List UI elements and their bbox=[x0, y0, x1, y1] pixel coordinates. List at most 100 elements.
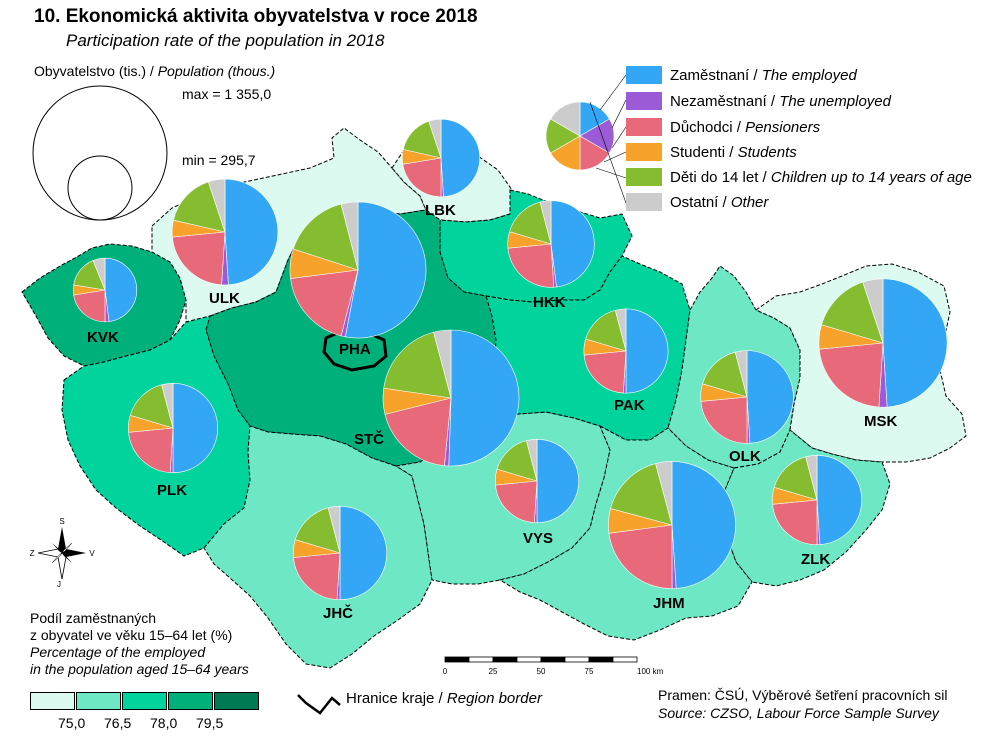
pie-KVK[interactable] bbox=[72, 257, 138, 323]
pie-ZLK[interactable] bbox=[772, 455, 862, 545]
border-legend-en: Region border bbox=[446, 690, 542, 707]
compass-w: Z bbox=[30, 549, 35, 558]
share-break: 79,5 bbox=[196, 715, 224, 731]
legend-label-cz: Důchodci bbox=[670, 118, 733, 136]
legend-label-en: Other bbox=[730, 193, 769, 211]
pie-slice bbox=[583, 350, 627, 394]
pie-ULK[interactable] bbox=[171, 178, 279, 286]
pie-slice bbox=[507, 243, 555, 288]
share-legend-line1: Podíl zaměstnaných bbox=[30, 610, 157, 626]
pie-slice bbox=[294, 507, 341, 554]
legend-item-students: Studenti / Students bbox=[626, 141, 797, 163]
share-legend-text: Podíl zaměstnaných z obyvatel ve věku 15… bbox=[30, 610, 249, 678]
pie-VYS[interactable] bbox=[494, 438, 579, 524]
scale-bar-tick: 100 km bbox=[637, 667, 664, 676]
pie-JHČ[interactable] bbox=[292, 505, 388, 601]
pie-JHM[interactable] bbox=[608, 461, 736, 589]
region-label: ULK bbox=[209, 290, 240, 307]
pie-PAK[interactable] bbox=[583, 308, 669, 394]
pie-PLK[interactable] bbox=[128, 383, 218, 473]
share-bin bbox=[122, 692, 167, 710]
scale-bar-segment bbox=[540, 656, 566, 663]
region-label: OLK bbox=[729, 448, 761, 465]
pie-slice bbox=[509, 201, 552, 245]
pop-legend-max-circle bbox=[32, 85, 168, 221]
pie-MSK[interactable] bbox=[818, 278, 948, 408]
pie-slice bbox=[734, 350, 748, 398]
compass-n: S bbox=[59, 517, 64, 526]
legend-label-en: Pensioners bbox=[745, 118, 821, 136]
legend-leader-line bbox=[603, 151, 627, 163]
pie-slice bbox=[383, 331, 452, 399]
pie-slice bbox=[207, 178, 226, 233]
pop-title-en: Population (thous.) bbox=[157, 63, 276, 79]
pie-STČ[interactable] bbox=[382, 329, 520, 467]
scale-bar-segment bbox=[516, 656, 542, 663]
share-bin bbox=[214, 692, 259, 710]
legend-label-en: The employed bbox=[761, 66, 857, 84]
pie-slice bbox=[92, 257, 106, 291]
pie-slice bbox=[293, 552, 341, 600]
pie-slice bbox=[816, 455, 862, 545]
region-label: MSK bbox=[864, 413, 898, 430]
pie-slice bbox=[292, 203, 359, 271]
pie-slice bbox=[882, 278, 948, 408]
pie-slice bbox=[550, 200, 595, 288]
scale-bar-segment bbox=[612, 656, 638, 663]
legend-pie bbox=[545, 74, 627, 204]
pop-legend-min-circle bbox=[67, 155, 133, 221]
legend-swatch bbox=[626, 168, 662, 186]
share-break: 76,5 bbox=[104, 715, 132, 731]
pie-PHA[interactable] bbox=[289, 201, 427, 339]
border-legend: Hranice kraje / Region border bbox=[346, 690, 542, 707]
scale-bar-segment bbox=[492, 656, 518, 663]
source-cz: Pramen: ČSÚ, Výběrové šetření pracovních… bbox=[658, 687, 948, 703]
share-legend-line3: Percentage of the employed bbox=[30, 644, 206, 660]
region-label: LBK bbox=[425, 202, 456, 219]
scale-bar-segment bbox=[564, 656, 590, 663]
legend-label-en: Students bbox=[737, 143, 797, 161]
pie-slice bbox=[128, 427, 174, 473]
pie-slice bbox=[440, 118, 481, 197]
pie-slice bbox=[614, 308, 627, 352]
pie-slice bbox=[702, 351, 748, 398]
region-label: JHM bbox=[653, 595, 685, 612]
legend-pie-slice bbox=[550, 101, 581, 137]
scale-bar-tick: 0 bbox=[443, 667, 448, 676]
pie-slice bbox=[224, 178, 279, 286]
scale-bar-tick: 75 bbox=[585, 667, 594, 676]
border-legend-line bbox=[297, 694, 341, 715]
legend-item-pensioners: Důchodci / Pensioners bbox=[626, 116, 820, 138]
pie-slice bbox=[539, 200, 552, 245]
pie-slice bbox=[173, 181, 226, 233]
pie-slice bbox=[327, 505, 341, 554]
scale-bar-tick: 50 bbox=[537, 667, 546, 676]
source-en: Source: CZSO, Labour Force Sample Survey bbox=[658, 705, 939, 721]
legend-leader-line bbox=[599, 74, 627, 111]
pie-HKK[interactable] bbox=[507, 200, 595, 288]
pie-slice bbox=[428, 118, 442, 159]
legend-swatch bbox=[626, 92, 662, 110]
pie-slice bbox=[448, 329, 520, 467]
pie-slice bbox=[805, 455, 818, 501]
region-label: JHČ bbox=[323, 605, 354, 622]
pie-LBK[interactable] bbox=[401, 118, 481, 198]
legend-leader-line bbox=[611, 126, 627, 149]
region-label: HKK bbox=[533, 294, 566, 311]
share-legend-line2: z obyvatel ve věku 15–64 let (%) bbox=[30, 627, 233, 643]
pie-slice bbox=[746, 350, 794, 444]
population-legend-title: Obyvatelstvo (tis.) / Population (thous.… bbox=[34, 63, 276, 79]
legend-item-employed: Zaměstnaní / The employed bbox=[626, 64, 857, 86]
share-legend-line4: in the population aged 15–64 years bbox=[30, 661, 249, 677]
compass-e: V bbox=[89, 549, 95, 558]
pie-slice bbox=[526, 438, 538, 482]
legend-label-en: The unemployed bbox=[779, 92, 891, 110]
pie-OLK[interactable] bbox=[700, 350, 794, 444]
legend-leader-line bbox=[595, 167, 627, 179]
pie-slice bbox=[625, 308, 669, 394]
region-label: PAK bbox=[614, 397, 645, 414]
pie-charts bbox=[72, 118, 948, 601]
compass-s: J bbox=[57, 580, 61, 589]
legend-label-cz: Studenti bbox=[670, 143, 726, 161]
